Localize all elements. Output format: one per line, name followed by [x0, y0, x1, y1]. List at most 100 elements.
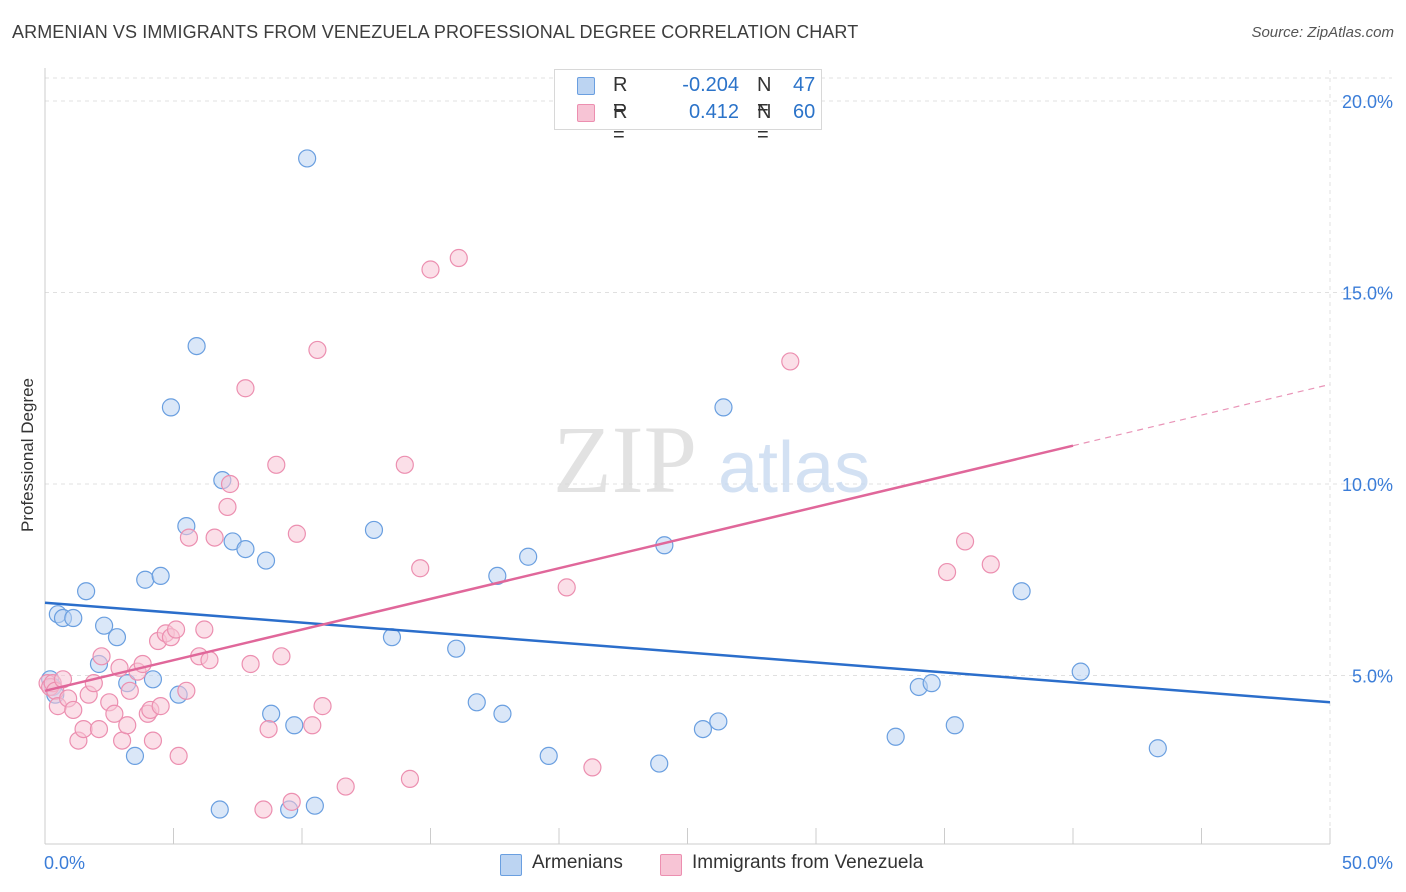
point-venezuela: [282, 792, 301, 811]
point-venezuela: [781, 352, 800, 371]
legend-swatch-venezuela: [577, 104, 595, 122]
x-tick-label: 0.0%: [44, 853, 85, 873]
point-venezuela: [218, 497, 237, 517]
point-armenians: [161, 398, 181, 417]
point-armenians: [693, 719, 713, 739]
legend-r-label: R =: [613, 74, 628, 119]
point-venezuela: [267, 455, 286, 474]
point-venezuela: [254, 800, 273, 819]
legend-n-value: 47: [793, 74, 816, 96]
chart-title: ARMENIAN VS IMMIGRANTS FROM VENEZUELA PR…: [12, 22, 859, 42]
point-armenians: [143, 670, 163, 689]
y-tick-label: 5.0%: [1352, 666, 1393, 686]
y-tick-label: 15.0%: [1342, 283, 1393, 303]
legend-n-value: 60: [793, 101, 816, 123]
point-venezuela: [400, 769, 420, 788]
point-venezuela: [118, 716, 137, 735]
point-armenians: [285, 716, 304, 735]
legend-swatch-armenians: [577, 77, 595, 95]
point-venezuela: [981, 555, 1000, 574]
point-venezuela: [112, 731, 132, 750]
point-venezuela: [937, 562, 957, 582]
trendline-venezuela-extension: [1072, 383, 1331, 447]
point-venezuela: [272, 647, 291, 666]
point-venezuela: [336, 777, 355, 796]
watermark-zip: ZIP: [553, 406, 697, 513]
point-venezuela: [177, 681, 196, 700]
legend-n-label: N =: [757, 101, 772, 146]
point-venezuela: [449, 248, 468, 268]
point-venezuela: [287, 524, 306, 543]
point-venezuela: [308, 340, 327, 360]
point-armenians: [305, 796, 324, 815]
point-armenians: [467, 693, 486, 712]
legend-n-label: N =: [757, 74, 772, 119]
point-armenians: [709, 712, 728, 731]
point-venezuela: [120, 681, 139, 700]
point-venezuela: [241, 654, 260, 674]
point-venezuela: [220, 474, 240, 494]
point-armenians: [1071, 662, 1090, 681]
point-venezuela: [64, 700, 83, 720]
point-venezuela: [143, 731, 163, 750]
point-venezuela: [421, 260, 440, 279]
point-armenians: [77, 582, 96, 601]
point-armenians: [236, 539, 255, 559]
point-venezuela: [313, 697, 332, 716]
point-venezuela: [179, 528, 199, 547]
point-venezuela: [151, 697, 170, 716]
point-venezuela: [89, 719, 109, 739]
point-armenians: [64, 608, 83, 628]
point-armenians: [1148, 739, 1167, 758]
point-armenians: [136, 570, 155, 589]
bottom-legend-swatch-venezuela: [660, 854, 682, 876]
bottom-legend-label-armenians: Armenians: [532, 852, 623, 873]
x-tick-label: 50.0%: [1342, 853, 1393, 873]
point-armenians: [922, 674, 941, 693]
y-tick-label: 10.0%: [1342, 475, 1393, 495]
point-armenians: [256, 551, 276, 570]
point-armenians: [539, 746, 558, 766]
watermark-atlas: atlas: [718, 428, 870, 508]
point-armenians: [714, 398, 733, 417]
point-armenians: [945, 716, 964, 735]
legend-r-value: -0.204: [682, 74, 739, 96]
point-venezuela: [205, 528, 224, 547]
correlation-legend: R = -0.204 N = 47 R = 0.412 N = 60: [554, 69, 822, 146]
point-armenians: [95, 616, 114, 635]
series-venezuela: [38, 248, 1000, 819]
point-venezuela: [395, 455, 414, 474]
point-armenians: [125, 746, 145, 766]
trendline-venezuela: [44, 444, 1074, 693]
point-venezuela: [236, 379, 255, 398]
point-venezuela: [303, 716, 322, 735]
trendline-armenians: [44, 601, 1331, 704]
point-armenians: [886, 727, 905, 746]
chart-source: Source: ZipAtlas.com: [1251, 24, 1394, 41]
point-venezuela: [583, 758, 602, 777]
point-venezuela: [105, 704, 124, 723]
point-armenians: [210, 800, 229, 819]
point-venezuela: [557, 578, 576, 597]
point-armenians: [1012, 582, 1031, 601]
point-armenians: [151, 566, 170, 586]
point-armenians: [187, 337, 206, 356]
point-armenians: [364, 520, 384, 540]
y-tick-label: 20.0%: [1342, 92, 1393, 112]
point-armenians: [447, 639, 466, 658]
legend-r-label: R =: [613, 101, 628, 146]
point-venezuela: [195, 620, 214, 639]
point-armenians: [298, 149, 317, 168]
point-venezuela: [166, 620, 186, 639]
point-venezuela: [92, 647, 111, 666]
point-venezuela: [169, 746, 188, 766]
point-venezuela: [259, 719, 278, 739]
point-armenians: [493, 704, 512, 723]
point-armenians: [488, 566, 507, 586]
bottom-legend-label-venezuela: Immigrants from Venezuela: [692, 852, 924, 873]
point-venezuela: [955, 532, 975, 551]
point-venezuela: [74, 719, 93, 739]
point-venezuela: [411, 559, 430, 578]
point-venezuela: [53, 670, 73, 689]
point-armenians: [650, 754, 669, 773]
